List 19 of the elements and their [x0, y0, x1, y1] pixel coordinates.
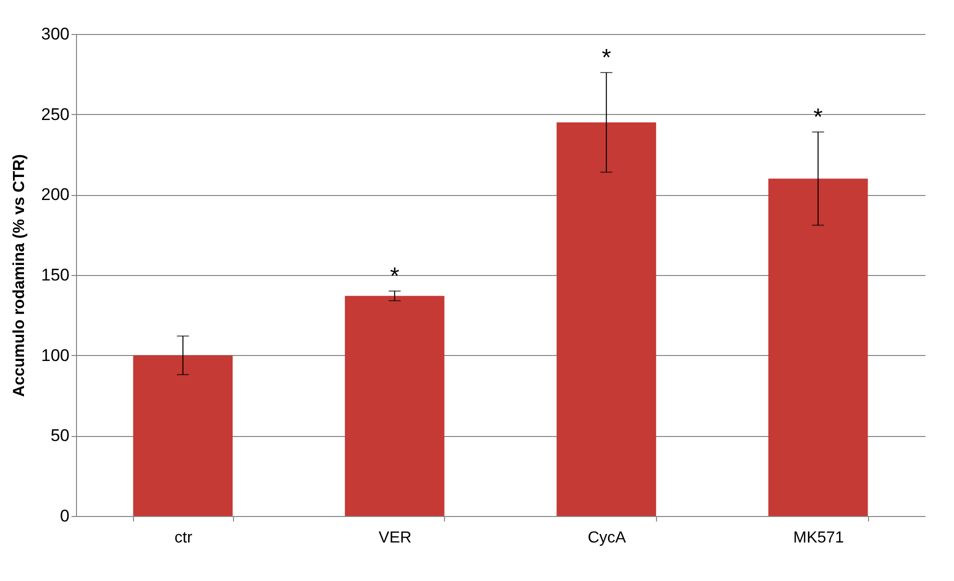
annotation: * [390, 263, 400, 290]
bar [133, 355, 233, 516]
y-tick-label: 300 [41, 24, 70, 44]
bar [768, 178, 868, 516]
x-tick-label: VER [378, 530, 412, 546]
y-tick-label: 150 [41, 266, 70, 284]
y-axis-title: Accumulo rodamina (% vs CTR) [11, 154, 28, 397]
bar [344, 296, 444, 516]
annotation: * [602, 44, 612, 72]
x-tick-label: MK571 [793, 530, 844, 546]
annotation: * [813, 104, 823, 132]
y-tick-label: 0 [60, 506, 70, 526]
y-tick-label: 200 [41, 185, 70, 204]
y-tick-label: 50 [50, 426, 70, 446]
y-tick-label: 250 [41, 104, 70, 124]
bar [556, 122, 656, 516]
x-tick-label: CycA [588, 530, 626, 546]
y-tick-label: 100 [41, 346, 70, 365]
x-tick-label: ctr [174, 530, 193, 546]
